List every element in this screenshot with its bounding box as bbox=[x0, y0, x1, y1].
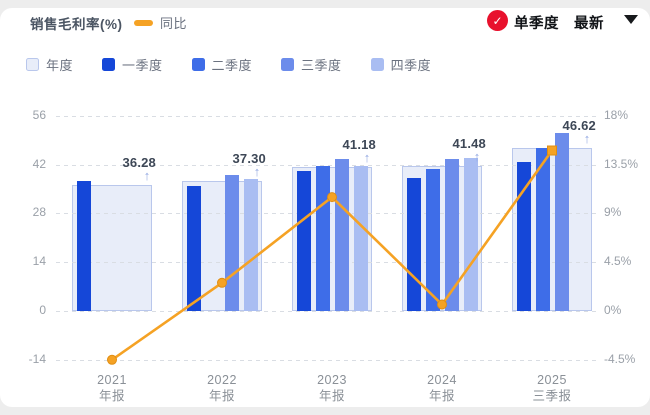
quarter-mode-toggle[interactable]: 单季度 bbox=[514, 16, 559, 32]
legend-swatch-icon bbox=[191, 58, 205, 71]
y-axis-right-tick: 0% bbox=[604, 303, 622, 317]
quarter-bar-二季度[interactable] bbox=[535, 147, 550, 311]
quarter-bar-三季度[interactable] bbox=[444, 159, 459, 311]
legend-item-label: 四季度 bbox=[390, 58, 432, 73]
quarter-bar-三季度[interactable] bbox=[224, 175, 239, 311]
chevron-down-icon[interactable] bbox=[624, 15, 638, 24]
legend-item-0[interactable]: 年度 bbox=[26, 55, 73, 74]
x-axis-label: 2025 三季报 bbox=[532, 373, 572, 403]
legend-item-label: 年度 bbox=[46, 58, 74, 73]
legend-item-4[interactable]: 四季度 bbox=[370, 55, 432, 74]
x-axis-label: 2022 年报 bbox=[207, 373, 237, 403]
x-axis-label: 2021 年报 bbox=[97, 373, 127, 403]
legend-swatch-icon bbox=[26, 58, 39, 71]
yoy-dash-icon bbox=[134, 19, 153, 26]
check-icon: ✓ bbox=[492, 13, 503, 28]
y-axis-left-tick: 42 bbox=[32, 156, 46, 171]
check-circle-icon[interactable]: ✓ bbox=[487, 10, 508, 31]
grid-line bbox=[56, 115, 596, 117]
legend-item-2[interactable]: 二季度 bbox=[191, 55, 253, 74]
y-axis-left-tick: 56 bbox=[32, 107, 46, 122]
quarter-bar-一季度[interactable] bbox=[186, 186, 201, 311]
y-axis-left-tick: 14 bbox=[32, 254, 46, 269]
quarter-bar-一季度[interactable] bbox=[296, 170, 311, 311]
chart-title: 销售毛利率(%) bbox=[30, 17, 123, 32]
grid-line bbox=[56, 311, 596, 312]
y-axis-right-tick: 13.5% bbox=[604, 156, 639, 171]
quarter-bar-三季度[interactable] bbox=[334, 159, 349, 311]
quarter-bar-一季度[interactable] bbox=[76, 180, 91, 311]
series-legend: 年度 一季度 二季度 三季度 四季度 bbox=[26, 55, 460, 74]
latest-filter[interactable]: 最新 bbox=[574, 16, 604, 32]
legend-item-3[interactable]: 三季度 bbox=[281, 55, 342, 74]
legend-swatch-icon bbox=[281, 58, 295, 71]
quarter-bar-二季度[interactable] bbox=[425, 169, 440, 311]
annual-value-label: 46.62 bbox=[562, 118, 596, 134]
y-axis-right-tick: 4.5% bbox=[604, 254, 632, 269]
legend-item-label: 一季度 bbox=[122, 58, 163, 73]
quarter-bar-三季度[interactable] bbox=[554, 132, 569, 311]
quarter-bar-一季度[interactable] bbox=[406, 177, 421, 311]
x-axis-label: 2023 年报 bbox=[317, 373, 347, 403]
legend-item-label: 二季度 bbox=[211, 58, 253, 73]
y-axis-left-tick: 0 bbox=[39, 303, 46, 317]
y-axis-left-tick: -14 bbox=[28, 351, 46, 366]
value-pointer-arrow-icon: ↑ bbox=[363, 150, 371, 166]
quarter-bar-四季度[interactable] bbox=[353, 166, 368, 311]
yoy-legend-label: 同比 bbox=[160, 16, 188, 31]
value-pointer-arrow-icon: ↑ bbox=[583, 131, 591, 147]
value-pointer-arrow-icon: ↑ bbox=[253, 163, 261, 179]
y-axis-left-tick: 28 bbox=[32, 205, 46, 220]
x-axis-label: 2024 年报 bbox=[427, 373, 457, 403]
value-pointer-arrow-icon: ↑ bbox=[143, 167, 151, 183]
legend-swatch-icon bbox=[370, 58, 384, 71]
y-axis-right-tick: 18% bbox=[604, 107, 629, 122]
legend-item-label: 三季度 bbox=[301, 58, 342, 73]
legend-item-1[interactable]: 一季度 bbox=[102, 55, 163, 74]
quarter-bar-一季度[interactable] bbox=[516, 161, 531, 311]
annual-value-label: 41.48 bbox=[452, 136, 486, 152]
legend-swatch-icon bbox=[102, 58, 116, 71]
quarter-bar-四季度[interactable] bbox=[243, 179, 258, 311]
quarter-bar-二季度[interactable] bbox=[315, 165, 330, 311]
yoy-line-legend[interactable]: 同比 bbox=[134, 13, 187, 32]
grid-line bbox=[56, 359, 596, 361]
annual-value-label: 41.18 bbox=[342, 137, 376, 153]
y-axis-right-tick: 9% bbox=[604, 205, 622, 220]
y-axis-right-tick: -4.5% bbox=[604, 351, 636, 366]
value-pointer-arrow-icon: ↑ bbox=[473, 149, 481, 165]
quarter-bar-四季度[interactable] bbox=[463, 158, 478, 311]
